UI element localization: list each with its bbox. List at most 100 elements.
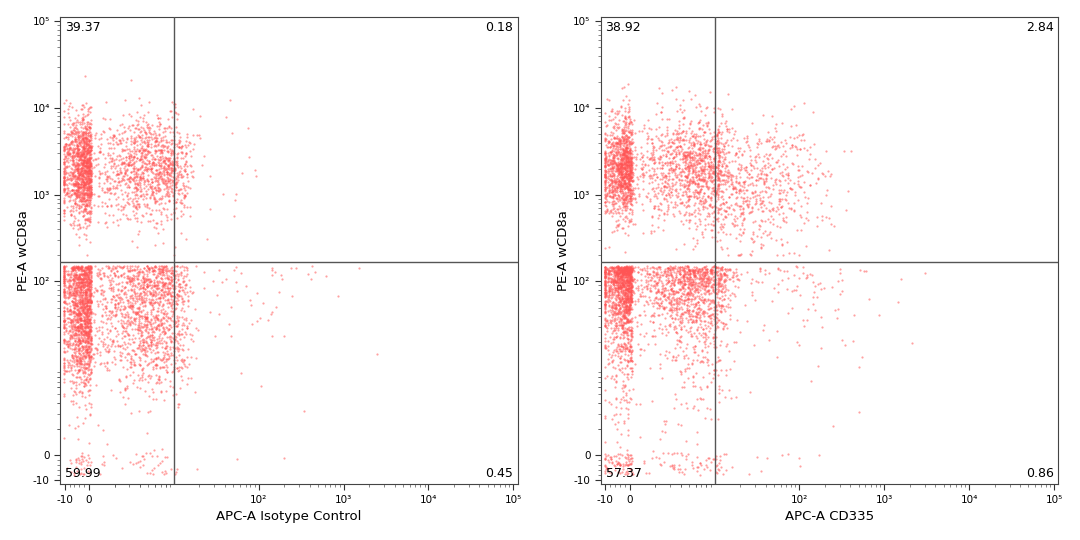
- Point: [67, 130, 84, 138]
- Point: [688, 167, 705, 176]
- Point: [715, 187, 732, 196]
- Point: [79, 179, 96, 187]
- Point: [69, 148, 86, 157]
- Point: [622, 450, 639, 459]
- Point: [152, 195, 170, 204]
- Point: [621, 274, 638, 282]
- Point: [618, 360, 635, 369]
- Point: [671, 138, 688, 147]
- Point: [615, 192, 632, 200]
- Point: [96, 302, 113, 311]
- Point: [165, 284, 183, 293]
- Point: [615, 175, 632, 184]
- Point: [132, 289, 149, 298]
- Point: [791, 166, 808, 175]
- Point: [79, 162, 96, 171]
- Point: [80, 264, 97, 273]
- Point: [81, 196, 98, 205]
- Point: [55, 316, 72, 325]
- Point: [77, 291, 94, 300]
- Point: [679, 288, 697, 297]
- Point: [179, 296, 197, 305]
- Point: [78, 348, 95, 356]
- Point: [674, 266, 691, 275]
- Point: [75, 336, 92, 345]
- Point: [615, 153, 632, 161]
- Point: [615, 132, 632, 141]
- Point: [78, 310, 95, 319]
- Point: [696, 152, 713, 160]
- Point: [75, 161, 92, 170]
- Point: [123, 156, 140, 164]
- Point: [708, 130, 726, 138]
- Point: [617, 179, 634, 187]
- Point: [80, 352, 97, 360]
- Point: [635, 157, 652, 165]
- Point: [78, 285, 95, 294]
- Point: [710, 176, 727, 184]
- Point: [620, 269, 637, 278]
- Point: [680, 142, 698, 151]
- Point: [612, 170, 630, 178]
- Point: [80, 348, 97, 357]
- Point: [638, 285, 656, 293]
- Point: [684, 332, 701, 340]
- Point: [619, 161, 636, 170]
- Point: [713, 118, 730, 127]
- Point: [710, 173, 727, 181]
- Point: [675, 469, 692, 478]
- Point: [658, 270, 675, 279]
- Point: [87, 381, 105, 389]
- Point: [73, 323, 91, 332]
- Point: [108, 327, 125, 335]
- Point: [697, 195, 714, 204]
- Point: [161, 163, 178, 171]
- Point: [134, 117, 151, 125]
- Point: [77, 345, 94, 354]
- Point: [105, 181, 122, 190]
- Point: [704, 164, 721, 172]
- Point: [825, 222, 842, 231]
- Point: [597, 461, 615, 470]
- Point: [719, 125, 737, 133]
- Point: [70, 280, 87, 289]
- Point: [616, 248, 633, 256]
- Point: [621, 293, 638, 302]
- Point: [702, 297, 719, 306]
- Point: [681, 147, 699, 156]
- Point: [129, 329, 146, 338]
- Point: [610, 177, 627, 186]
- Point: [708, 184, 726, 192]
- Point: [660, 176, 677, 184]
- Point: [122, 286, 139, 294]
- Point: [777, 147, 794, 156]
- Point: [599, 189, 617, 198]
- Point: [600, 138, 618, 146]
- Point: [611, 180, 629, 188]
- Point: [622, 153, 639, 161]
- Point: [178, 266, 195, 275]
- Point: [66, 161, 83, 170]
- Point: [153, 271, 171, 279]
- Point: [696, 268, 713, 276]
- Point: [690, 266, 707, 275]
- Point: [112, 270, 130, 279]
- Point: [136, 281, 153, 289]
- Point: [77, 320, 94, 329]
- Point: [136, 269, 153, 278]
- Point: [684, 318, 701, 327]
- Point: [689, 170, 706, 179]
- Point: [113, 147, 131, 156]
- Point: [620, 96, 637, 104]
- Point: [95, 268, 112, 277]
- Point: [665, 287, 683, 296]
- Point: [161, 287, 178, 296]
- Point: [126, 193, 144, 202]
- Point: [73, 334, 91, 342]
- Point: [693, 161, 711, 170]
- Point: [159, 314, 176, 322]
- Point: [617, 170, 634, 178]
- Point: [90, 148, 107, 157]
- Point: [705, 147, 723, 156]
- Point: [750, 140, 767, 149]
